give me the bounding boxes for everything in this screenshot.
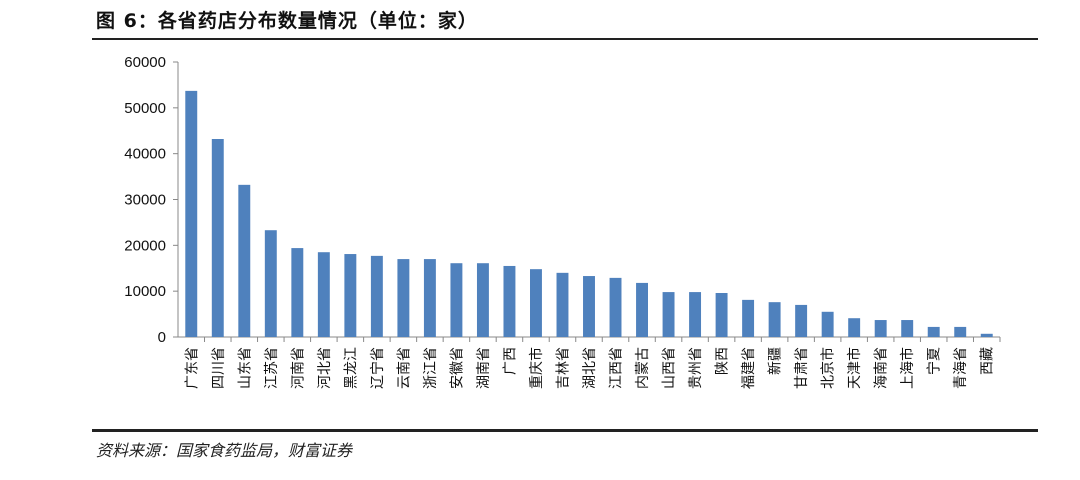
x-tick-label: 重庆市 [528,347,545,389]
bar [848,318,861,337]
bar [715,293,728,337]
x-tick-label: 广西 [502,347,518,375]
bar [264,230,277,337]
bar [344,254,357,337]
bar [317,252,330,337]
bar [556,272,569,337]
x-tick-label: 江苏省 [264,347,280,389]
x-tick-label: 吉林省 [555,347,571,389]
bar [530,269,542,337]
bar [927,326,940,337]
x-tick-label: 湖南省 [476,347,492,389]
x-tick-label: 湖北省 [582,347,598,389]
x-tick-label: 北京市 [820,347,837,389]
x-tick-label: 河北省 [317,347,333,389]
y-tick-label: 50000 [124,100,166,117]
y-tick-label: 60000 [124,54,166,71]
bar [211,139,224,337]
x-tick-label: 山西省 [662,347,678,389]
bar [795,304,808,337]
bar [609,277,622,337]
bar [768,302,781,337]
x-tick-label: 山东省 [237,347,253,389]
bar [980,333,993,337]
bar [503,265,516,337]
x-tick-label: 新疆 [768,347,784,375]
y-tick-label: 0 [158,329,166,346]
x-tick-label: 浙江省 [423,347,439,389]
x-tick-label: 青海省 [953,347,969,389]
x-tick-label: 陕西 [715,347,731,375]
bar [874,320,887,337]
bar [397,259,410,337]
source-note: 资料来源：国家食药监局，财富证券 [96,441,353,460]
bottom-divider [92,429,1038,432]
bar [370,255,383,337]
x-tick-label: 安徽省 [449,347,465,389]
bar [662,292,675,337]
bar [636,282,648,337]
y-tick-label: 20000 [124,237,166,254]
x-tick-label: 上海市 [899,347,916,389]
x-tick-label: 黑龙江 [343,347,359,389]
x-tick-label: 福建省 [741,347,757,389]
bar [476,263,489,337]
top-divider [92,38,1038,40]
y-tick-label: 30000 [124,192,166,209]
y-tick-label: 10000 [124,283,166,300]
bar [185,90,198,337]
figure-title: 图 6：各省药店分布数量情况（单位：家） [96,10,478,32]
bar [450,263,463,337]
x-tick-label: 江西省 [609,347,625,389]
x-tick-label: 内蒙古 [635,347,651,389]
x-tick-label: 海南省 [874,347,890,389]
bar [583,276,595,337]
x-tick-label: 天津市 [846,347,863,389]
x-tick-label: 辽宁省 [369,347,386,389]
x-tick-label: 宁夏 [926,347,943,375]
x-tick-label: 云南省 [396,347,412,389]
x-tick-label: 西藏 [980,347,996,375]
bar [689,292,702,337]
x-tick-label: 广东省 [184,347,200,389]
bar [423,259,436,337]
x-tick-label: 贵州省 [688,347,704,389]
y-tick-label: 40000 [124,146,166,163]
bar [954,326,967,337]
x-tick-label: 四川省 [211,347,227,389]
bar [291,248,304,337]
x-tick-label: 甘肃省 [794,347,810,389]
bar [742,299,755,337]
bar [238,184,251,337]
x-tick-label: 河南省 [290,347,306,389]
bar [901,320,914,337]
bar [821,311,834,337]
